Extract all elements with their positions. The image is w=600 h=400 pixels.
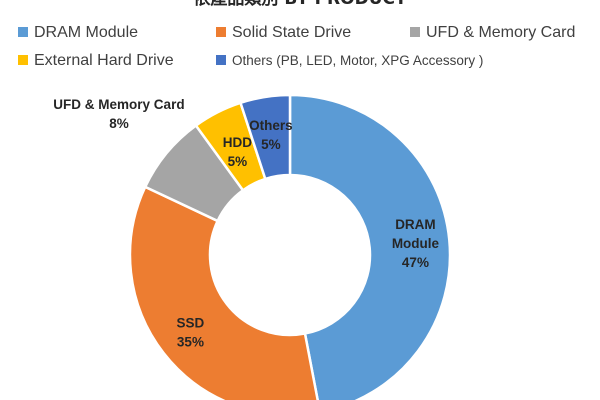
data-labels: DRAM Module 47% SSD 35% UFD & Memory Card 8% HD… [53, 97, 439, 350]
legend-item-ufd-memory-card: UFD & Memory Card [410, 24, 575, 41]
legend-item-solid-state-drive: Solid State Drive [216, 24, 351, 41]
data-label-value: 35% [177, 335, 204, 350]
data-label-others-pb-led-motor-xpg-accessory: Others 5% [249, 118, 293, 152]
legend-swatch [410, 27, 420, 37]
data-label-category: Others [249, 118, 293, 133]
data-label-solid-state-drive: SSD 35% [177, 316, 205, 350]
legend-label: Solid State Drive [232, 24, 351, 41]
legend-label: UFD & Memory Card [426, 24, 575, 41]
data-label-category: DRAM [395, 217, 436, 232]
data-label-dram-module: DRAM Module 47% [392, 217, 440, 270]
legend-item-dram-module: DRAM Module [18, 24, 138, 41]
legend: DRAM Module Solid State Drive UFD & Memory… [18, 24, 575, 69]
pie-slices [128, 93, 452, 400]
data-label-category: UFD & Memory Card [53, 97, 184, 112]
legend-swatch [18, 27, 28, 37]
legend-swatch [216, 55, 226, 65]
legend-label: Others (PB, LED, Motor, XPG Accessory ) [232, 53, 483, 68]
legend-item-others-pb-led-motor-xpg-accessory: Others (PB, LED, Motor, XPG Accessory ) [216, 53, 483, 68]
legend-swatch [216, 27, 226, 37]
pie-slice-dram-module [288, 93, 452, 400]
data-label-category: HDD [223, 135, 252, 150]
data-label-value: 8% [109, 116, 129, 131]
chart-title: 依產品類別 BY PRODUCT [193, 0, 407, 9]
data-label-category: Module [392, 236, 440, 251]
data-label-value: 5% [228, 154, 248, 169]
pie-slice-solid-state-drive [128, 185, 319, 400]
data-label-value: 47% [402, 255, 429, 270]
data-label-value: 5% [261, 137, 281, 152]
legend-swatch [18, 55, 28, 65]
data-label-ufd-memory-card: UFD & Memory Card 8% [53, 97, 184, 131]
data-label-external-hard-drive: HDD 5% [223, 135, 252, 169]
legend-label: DRAM Module [34, 24, 138, 41]
data-label-category: SSD [177, 316, 205, 331]
legend-label: External Hard Drive [34, 52, 174, 69]
legend-item-external-hard-drive: External Hard Drive [18, 52, 174, 69]
pie-slice-others-pb-led-motor-xpg-accessory [238, 93, 292, 181]
